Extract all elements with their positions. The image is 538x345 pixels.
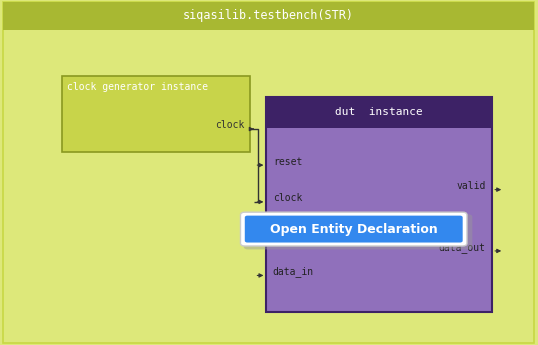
Text: clock: clock [273, 194, 302, 204]
Text: reset: reset [273, 157, 302, 167]
Text: siqasilib.testbench(STR): siqasilib.testbench(STR) [183, 9, 354, 22]
Text: clock: clock [215, 120, 245, 129]
FancyBboxPatch shape [266, 97, 492, 128]
Text: data_out: data_out [439, 242, 486, 253]
FancyBboxPatch shape [245, 216, 463, 243]
FancyBboxPatch shape [240, 212, 467, 246]
FancyBboxPatch shape [3, 2, 534, 343]
Text: start: start [273, 230, 302, 240]
FancyBboxPatch shape [244, 214, 472, 249]
Text: clock generator instance: clock generator instance [67, 82, 208, 92]
FancyBboxPatch shape [62, 76, 250, 152]
Text: valid: valid [456, 181, 486, 191]
Text: Open Entity Declaration: Open Entity Declaration [270, 223, 437, 236]
FancyBboxPatch shape [3, 2, 534, 30]
Text: data_in: data_in [273, 267, 314, 277]
Text: dut  instance: dut instance [335, 108, 423, 117]
FancyBboxPatch shape [266, 97, 492, 312]
